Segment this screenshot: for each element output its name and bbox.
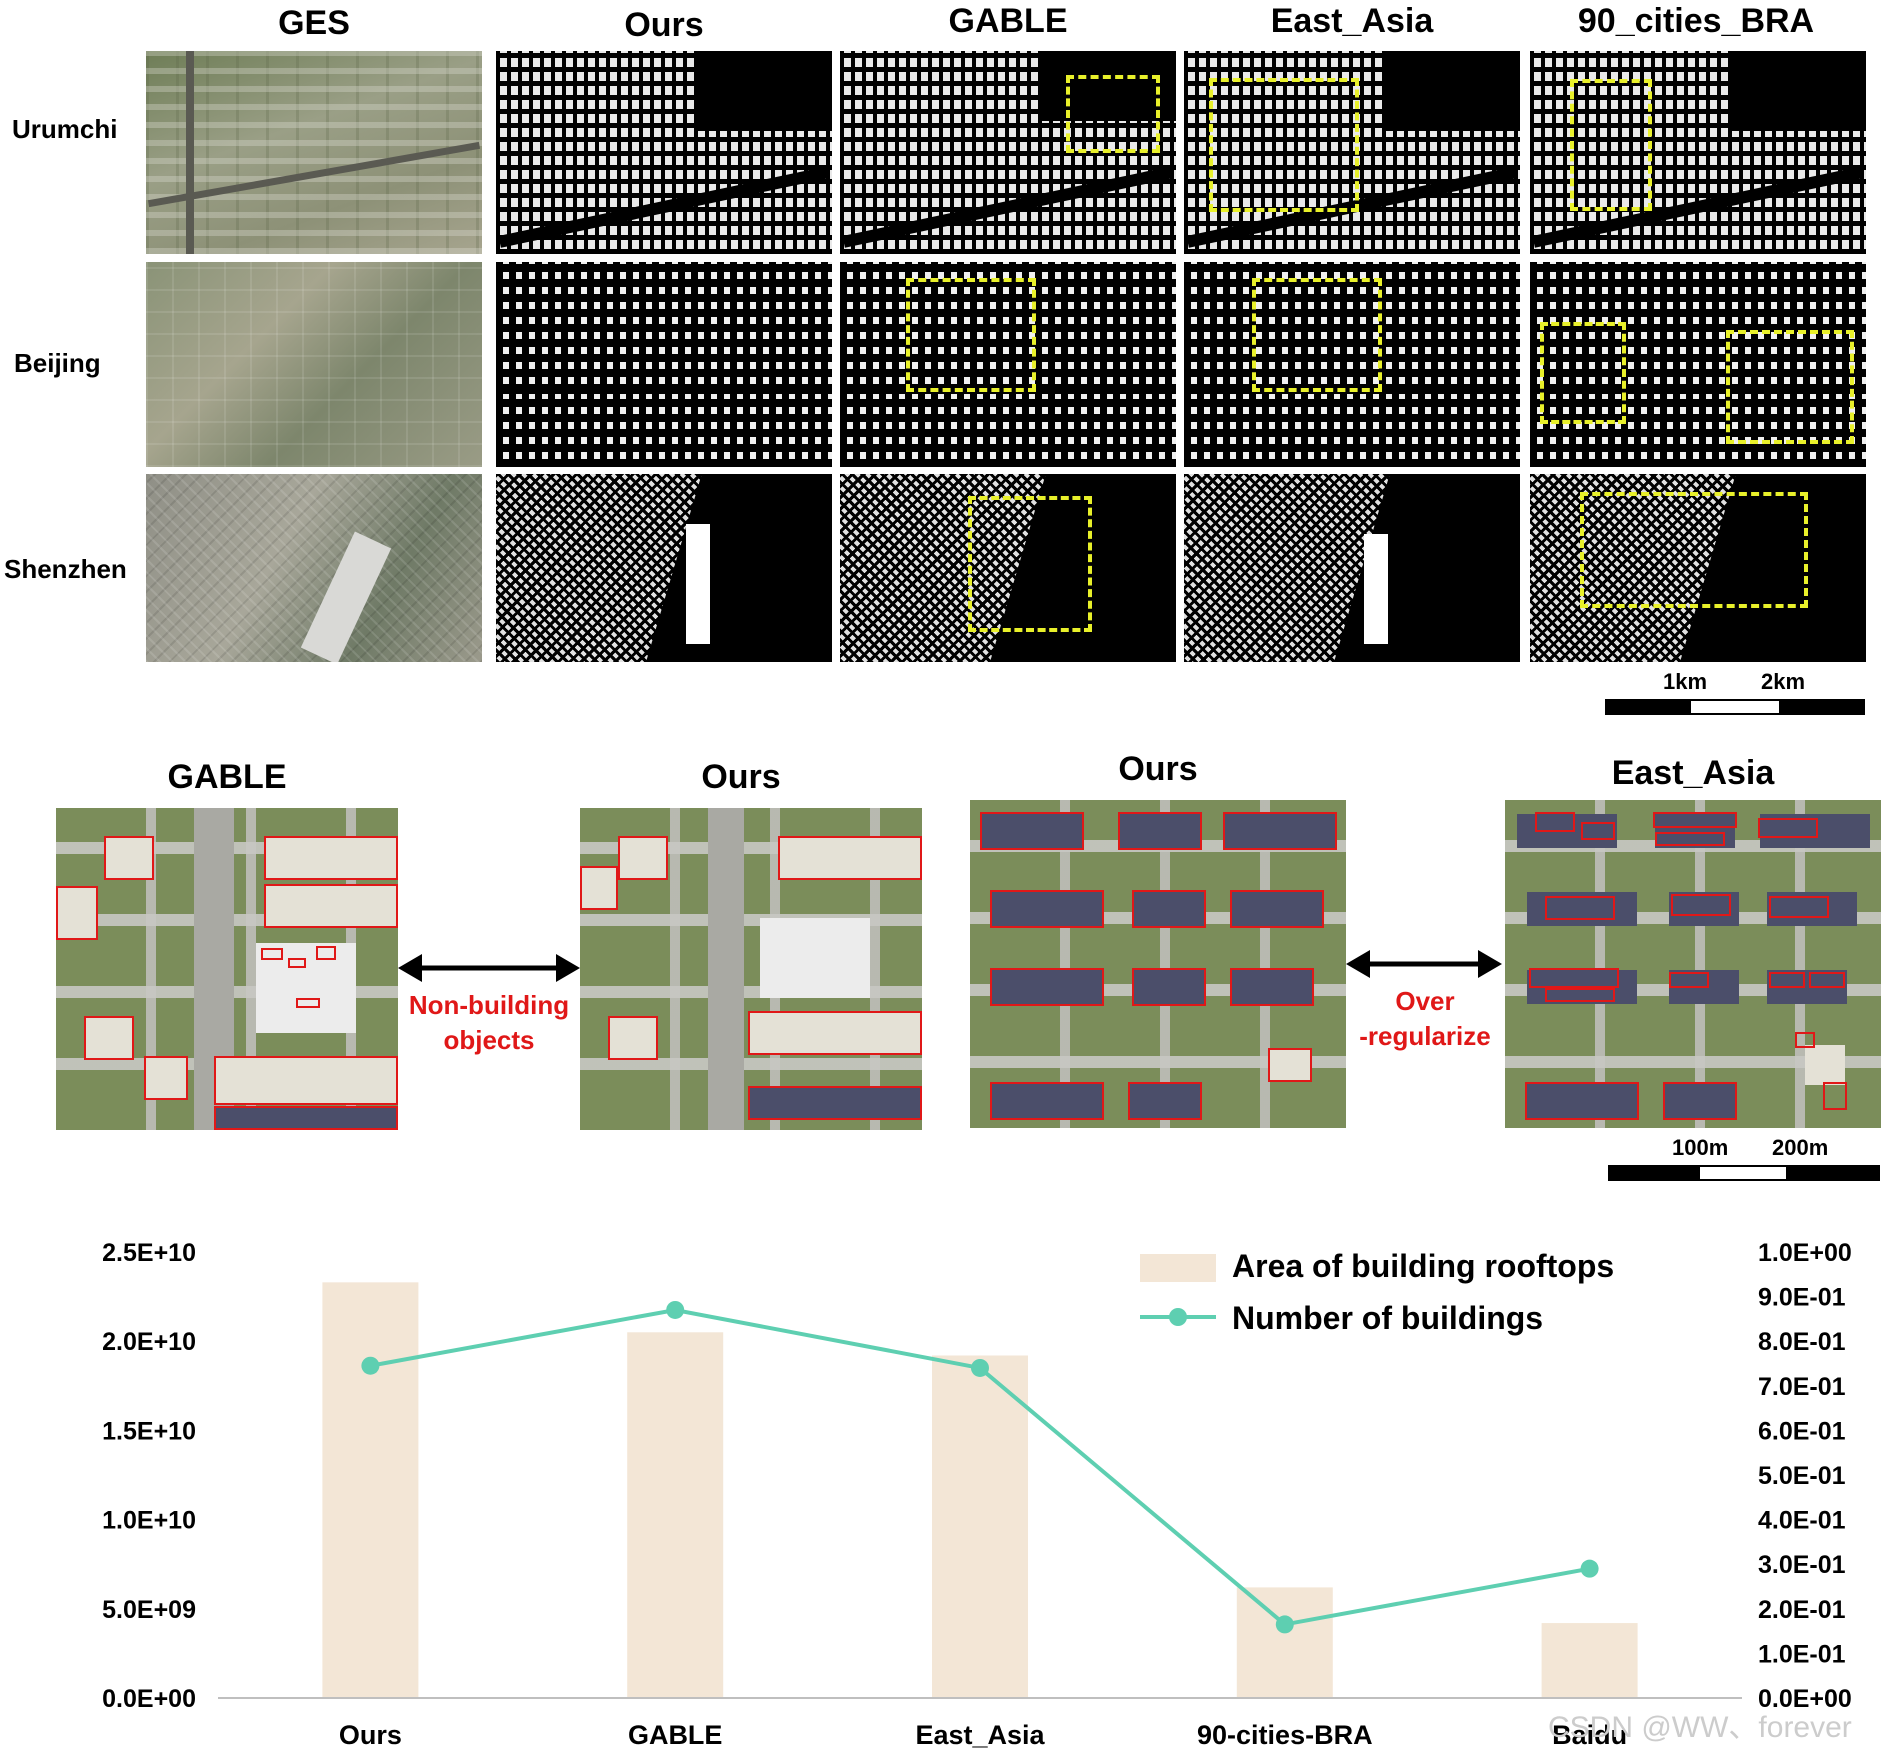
zoom-title-gable: GABLE xyxy=(167,758,287,796)
highlight-box xyxy=(906,278,1036,392)
y-left-tick-label: 5.0E+09 xyxy=(102,1596,196,1624)
zoom-image-east-asia xyxy=(1505,800,1881,1128)
mask-90-cities-bra-urumchi xyxy=(1530,51,1866,254)
legend-label-area: Area of building rooftops xyxy=(1232,1248,1615,1284)
mask-east-asia-shenzhen xyxy=(1184,474,1520,662)
row-label-urumchi: Urumchi xyxy=(12,114,118,144)
column-header-gable: GABLE xyxy=(948,2,1068,40)
mask-90-cities-bra-beijing xyxy=(1530,262,1866,467)
y-right-tick-label: 4.0E-01 xyxy=(1758,1507,1846,1535)
zoom-image-gable xyxy=(56,808,398,1130)
line-point-3 xyxy=(1275,1615,1294,1634)
line-point-2 xyxy=(971,1358,989,1377)
y-left-tick-label: 1.0E+10 xyxy=(102,1507,196,1535)
y-right-tick-label: 8.0E-01 xyxy=(1758,1328,1846,1356)
zoom-title-ours-right: Ours xyxy=(1118,750,1198,788)
highlight-box xyxy=(1066,75,1160,153)
mask-gable-urumchi xyxy=(840,51,1176,254)
bar-line-chart: 0.0E+00 5.0E+09 1.0E+10 1.5E+10 2.0E+10 2.5E+… xyxy=(102,1239,1852,1750)
highlight-box xyxy=(1209,78,1359,212)
highlight-box xyxy=(1580,492,1808,608)
row-label-beijing: Beijing xyxy=(14,348,101,378)
mask-90-cities-bra-shenzhen xyxy=(1530,474,1866,662)
bar-0 xyxy=(322,1282,419,1698)
scale-label-200m: 200m xyxy=(1772,1135,1829,1160)
y-right-tick-label: 2.0E-01 xyxy=(1758,1596,1846,1624)
annotation-non-building-line2: objects xyxy=(443,1025,535,1055)
y-right-tick-label: 7.0E-01 xyxy=(1758,1373,1846,1401)
y-right-tick-label: 0.0E+00 xyxy=(1758,1685,1852,1713)
scale-label-2km: 2km xyxy=(1761,669,1806,694)
bar-3 xyxy=(1236,1587,1333,1698)
x-tick-label: Baidu xyxy=(1552,1720,1627,1750)
scale-label-100m: 100m xyxy=(1672,1135,1729,1160)
bar-1 xyxy=(627,1332,724,1698)
zoom-image-ours-left xyxy=(580,808,922,1130)
y-right-tick-label: 1.0E-01 xyxy=(1758,1640,1846,1668)
row-label-shenzhen: Shenzhen xyxy=(4,554,127,584)
x-tick-labels: Ours GABLE East_Asia 90-cities-BRA Baidu xyxy=(339,1720,1627,1750)
ges-image-shenzhen xyxy=(146,474,482,662)
highlight-box xyxy=(1252,278,1382,392)
double-arrow-left xyxy=(398,954,580,982)
column-header-ges: GES xyxy=(278,4,350,42)
watermark: CSDN @WW、forever xyxy=(1548,1711,1852,1744)
zoom-title-east-asia: East_Asia xyxy=(1611,754,1775,792)
mask-east-asia-beijing xyxy=(1184,262,1520,467)
legend-swatch-line xyxy=(1140,1308,1216,1326)
x-tick-label: 90-cities-BRA xyxy=(1197,1720,1373,1750)
y-right-tick-label: 1.0E+00 xyxy=(1758,1239,1852,1267)
x-tick-label: GABLE xyxy=(628,1720,723,1750)
mask-ours-shenzhen xyxy=(496,474,832,662)
annotation-over-regularize-line2: -regularize xyxy=(1359,1021,1491,1051)
column-header-east-asia: East_Asia xyxy=(1270,2,1434,40)
mask-ours-beijing xyxy=(496,262,832,467)
bar-2 xyxy=(932,1355,1028,1698)
legend-swatch-bar xyxy=(1140,1254,1216,1282)
bar-4 xyxy=(1541,1623,1638,1698)
column-header-90-cities-bra: 90_cities_BRA xyxy=(1577,2,1815,40)
mask-gable-shenzhen xyxy=(840,474,1176,662)
y-axis-right: 0.0E+00 1.0E-01 2.0E-01 3.0E-01 4.0E-01 5.0E-… xyxy=(1758,1239,1852,1713)
line-point-1 xyxy=(666,1300,685,1319)
double-arrow-right xyxy=(1346,950,1502,978)
x-tick-label: Ours xyxy=(339,1720,402,1750)
mask-gable-beijing xyxy=(840,262,1176,467)
y-right-tick-label: 6.0E-01 xyxy=(1758,1417,1846,1445)
line-point-0 xyxy=(361,1356,380,1375)
y-right-tick-label: 9.0E-01 xyxy=(1758,1284,1846,1312)
y-left-tick-label: 2.0E+10 xyxy=(102,1328,196,1356)
zoom-image-ours-right xyxy=(970,800,1346,1128)
annotation-over-regularize-line1: Over xyxy=(1395,986,1455,1016)
legend-label-number: Number of buildings xyxy=(1232,1300,1544,1336)
highlight-box xyxy=(1570,79,1652,211)
y-right-tick-label: 3.0E-01 xyxy=(1758,1551,1846,1579)
ges-image-urumchi xyxy=(146,51,482,254)
x-tick-label: East_Asia xyxy=(915,1720,1045,1750)
line-point-4 xyxy=(1580,1559,1599,1578)
y-left-tick-label: 2.5E+10 xyxy=(102,1239,196,1267)
y-right-tick-label: 5.0E-01 xyxy=(1758,1462,1846,1490)
highlight-box xyxy=(968,496,1092,632)
column-header-ours: Ours xyxy=(624,6,704,44)
mask-ours-urumchi xyxy=(496,51,832,254)
ges-image-beijing xyxy=(146,262,482,467)
scale-label-1km: 1km xyxy=(1663,669,1708,694)
annotation-non-building-line1: Non-building xyxy=(408,990,570,1020)
highlight-box xyxy=(1726,330,1854,444)
mask-east-asia-urumchi xyxy=(1184,51,1520,254)
y-left-tick-label: 1.5E+10 xyxy=(102,1417,196,1445)
zoom-title-ours-left: Ours xyxy=(701,758,781,796)
y-axis-left: 0.0E+00 5.0E+09 1.0E+10 1.5E+10 2.0E+10 2.5E+… xyxy=(102,1239,196,1713)
bar-series-area xyxy=(322,1282,1638,1698)
y-left-tick-label: 0.0E+00 xyxy=(102,1685,196,1713)
highlight-box xyxy=(1540,322,1626,424)
line-series-number xyxy=(361,1300,1599,1634)
